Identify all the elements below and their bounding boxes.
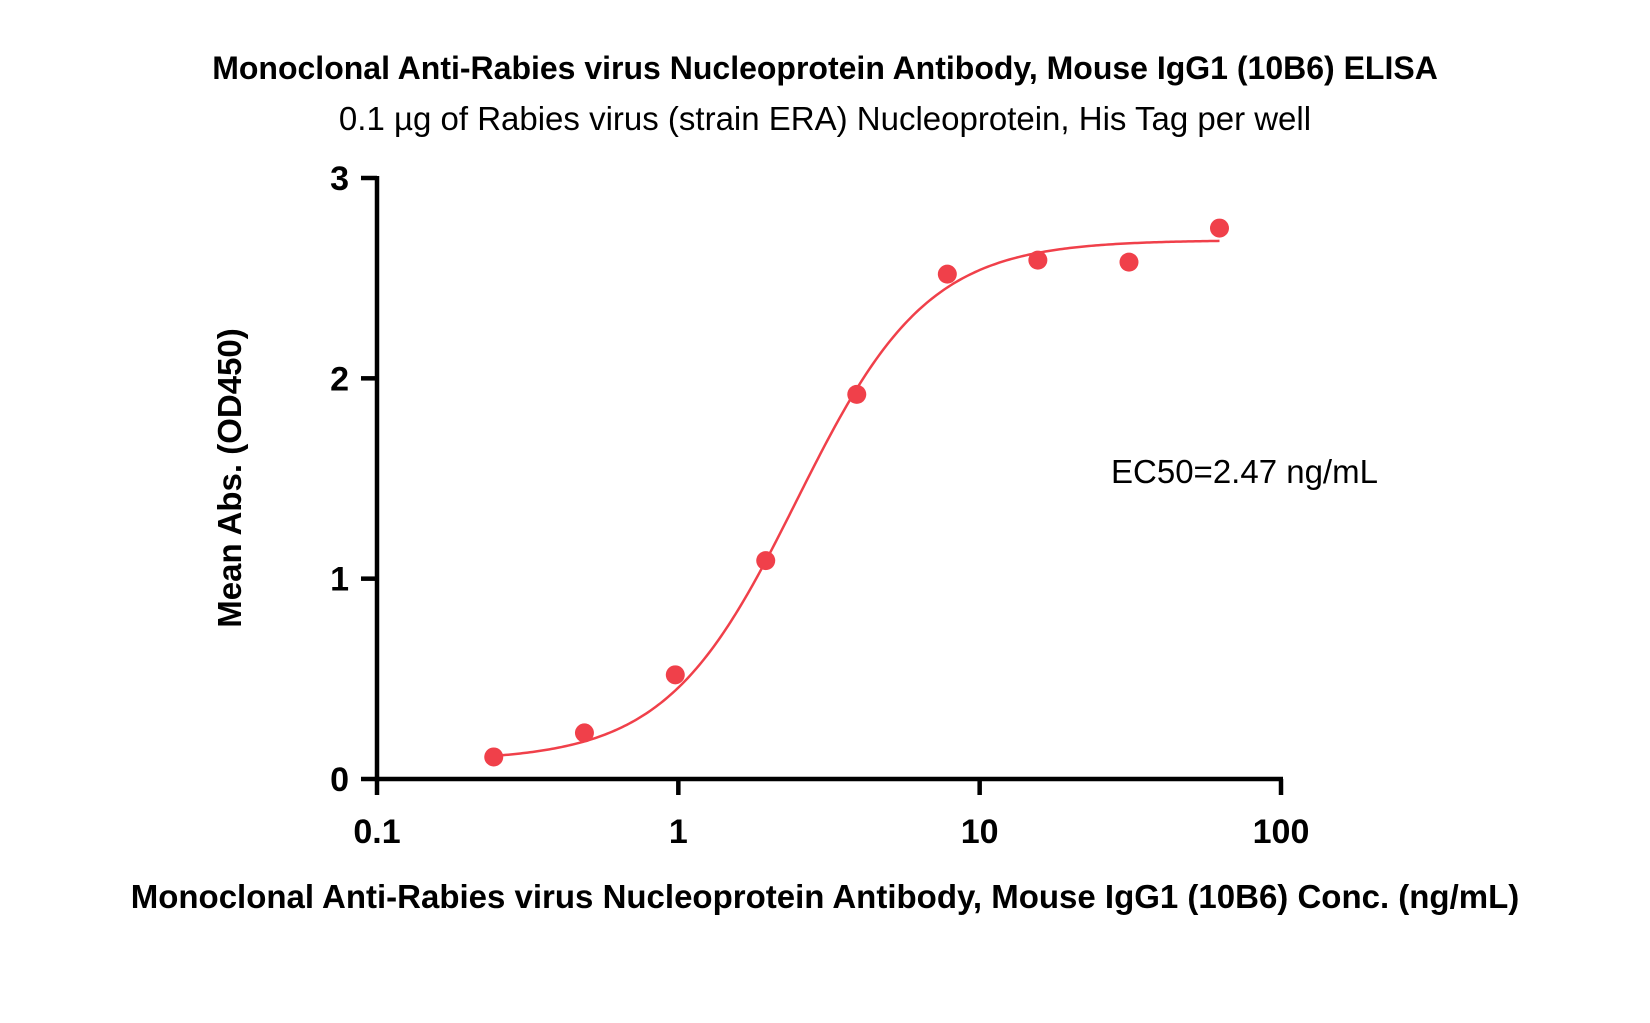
data-point — [1028, 250, 1048, 270]
data-point — [756, 551, 776, 571]
chart-title: Monoclonal Anti-Rabies virus Nucleoprote… — [212, 50, 1438, 86]
fit-curve-layer — [493, 239, 1220, 758]
data-point — [937, 264, 957, 284]
data-point — [574, 723, 594, 743]
x-tick-label: 1 — [669, 813, 688, 851]
data-point — [484, 747, 504, 767]
y-tick-label: 0 — [330, 761, 349, 799]
x-tick-label: 10 — [961, 813, 999, 851]
y-tick-label: 2 — [330, 360, 349, 398]
data-point — [665, 665, 685, 685]
y-axis: 0 1 2 3 — [330, 160, 380, 799]
x-tick-label: 0.1 — [353, 813, 400, 851]
x-tick-label: 100 — [1253, 813, 1310, 851]
y-tick-label: 3 — [330, 160, 349, 198]
x-axis: 0.1 1 10 100 — [353, 776, 1310, 851]
y-axis-label: Mean Abs. (OD450) — [211, 328, 248, 628]
chart-subtitle: 0.1 µg of Rabies virus (strain ERA) Nucl… — [339, 100, 1311, 137]
data-point — [1209, 218, 1229, 238]
ec50-annotation: EC50=2.47 ng/mL — [1111, 453, 1378, 490]
data-points-layer — [484, 218, 1229, 767]
fit-curve — [493, 239, 1220, 758]
x-axis-label: Monoclonal Anti-Rabies virus Nucleoprote… — [131, 878, 1520, 915]
y-tick-label: 1 — [330, 561, 349, 599]
data-point — [847, 384, 867, 404]
data-point — [1119, 252, 1139, 272]
